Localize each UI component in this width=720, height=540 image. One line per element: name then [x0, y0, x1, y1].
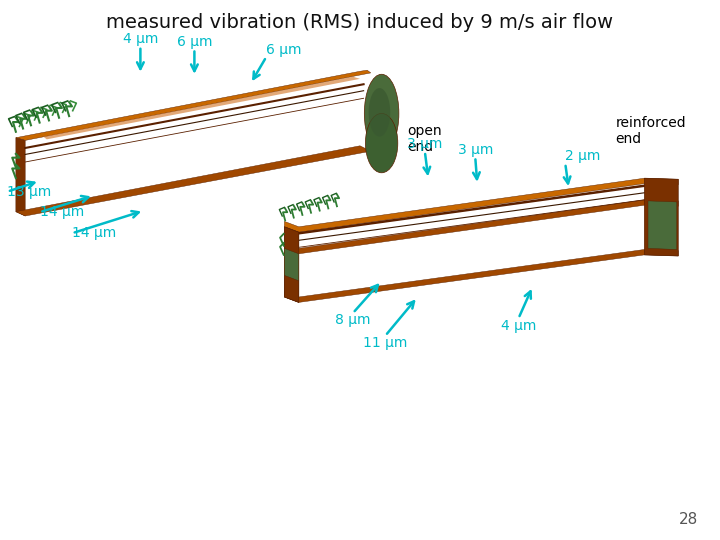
Text: 28: 28: [679, 511, 698, 526]
Polygon shape: [16, 146, 371, 216]
Polygon shape: [284, 248, 299, 281]
Polygon shape: [644, 178, 678, 256]
Polygon shape: [16, 70, 371, 140]
Text: reinforced
end: reinforced end: [616, 116, 686, 146]
Polygon shape: [284, 248, 299, 281]
Polygon shape: [284, 178, 678, 232]
Text: 4 μm: 4 μm: [122, 32, 158, 46]
Polygon shape: [284, 200, 678, 254]
Text: 2 μm: 2 μm: [565, 149, 600, 163]
Polygon shape: [284, 227, 299, 302]
Text: 14 μm: 14 μm: [40, 205, 84, 219]
Ellipse shape: [366, 113, 397, 173]
Polygon shape: [284, 275, 299, 302]
Text: 13 μm: 13 μm: [7, 185, 51, 199]
Ellipse shape: [364, 74, 399, 152]
Polygon shape: [284, 227, 299, 254]
Text: 8 μm: 8 μm: [335, 313, 371, 327]
Polygon shape: [16, 138, 25, 216]
Text: 14 μm: 14 μm: [72, 226, 116, 240]
Text: 6 μm: 6 μm: [176, 35, 212, 49]
Text: 6 μm: 6 μm: [266, 43, 302, 57]
Text: 11 μm: 11 μm: [363, 336, 408, 350]
Text: 4 μm: 4 μm: [500, 319, 536, 333]
Ellipse shape: [369, 88, 390, 137]
Text: 3 μm: 3 μm: [407, 137, 443, 151]
Polygon shape: [284, 249, 678, 302]
Text: 3 μm: 3 μm: [457, 143, 493, 157]
Polygon shape: [43, 77, 360, 139]
Text: open
end: open end: [407, 124, 441, 154]
Polygon shape: [648, 201, 677, 249]
Text: measured vibration (RMS) induced by 9 m/s air flow: measured vibration (RMS) induced by 9 m/…: [107, 14, 613, 32]
